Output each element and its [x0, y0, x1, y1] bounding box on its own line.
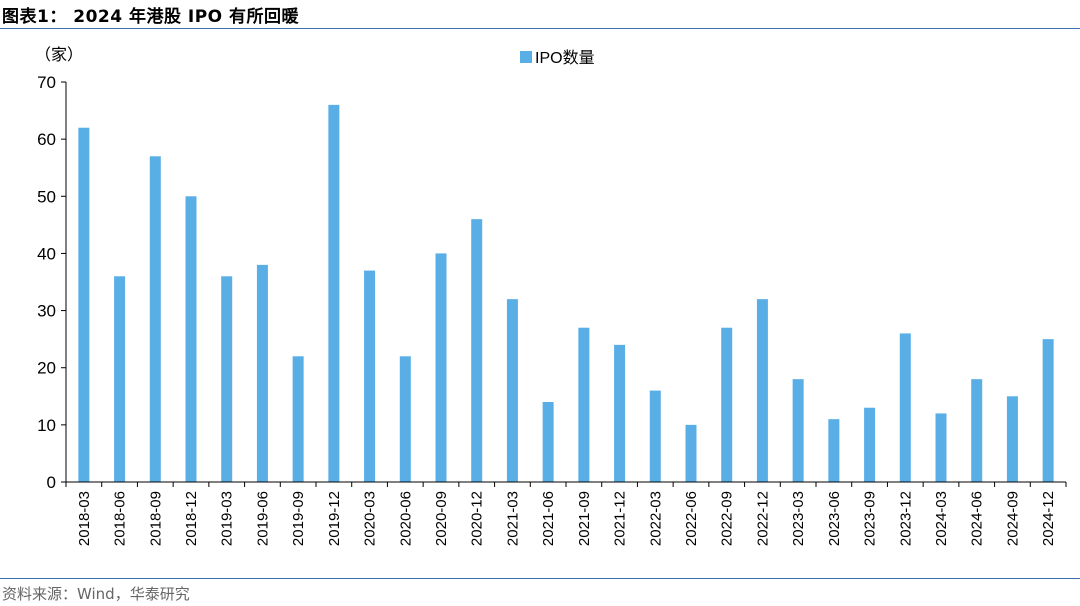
bars [78, 104, 1054, 483]
bar-2020-09 [435, 253, 447, 482]
bar-2021-12 [614, 344, 626, 482]
x-tick-label: 2018-09 [147, 491, 164, 546]
y-tick-label: 20 [37, 359, 56, 378]
figure-title: 图表1： 2024 年港股 IPO 有所回暖 [2, 7, 300, 27]
x-tick-label: 2020-06 [397, 491, 414, 546]
source-note: 资料来源：Wind，华泰研究 [2, 585, 190, 603]
legend-swatch [520, 51, 532, 63]
x-tick-label: 2024-06 [969, 491, 986, 546]
top-rule [0, 28, 1080, 29]
legend-label: IPO数量 [535, 49, 595, 67]
x-tick-label: 2018-12 [183, 491, 200, 546]
bar-2024-03 [935, 413, 947, 482]
x-tick-label: 2021-03 [504, 491, 521, 546]
x-tick-label: 2023-03 [790, 491, 807, 546]
x-tick-label: 2020-09 [433, 491, 450, 546]
bar-2019-09 [292, 356, 304, 482]
x-tick-label: 2024-03 [933, 491, 950, 546]
x-tick-label: 2019-06 [254, 491, 271, 546]
y-axis-unit-label: （家） [35, 46, 83, 64]
legend: IPO数量 [520, 49, 595, 67]
y-tick-label: 30 [37, 302, 56, 321]
bar-2020-06 [399, 356, 411, 482]
y-axis: 0 10 20 30 40 50 60 70 [37, 73, 67, 492]
bar-2023-12 [899, 333, 911, 482]
bar-2022-09 [721, 327, 733, 482]
x-tick-label: 2018-03 [76, 491, 93, 546]
bar-2020-03 [364, 270, 376, 482]
ipo-bar-chart: （家） IPO数量 0 10 20 30 40 50 60 70 2018-03 2018-06… [35, 46, 1067, 546]
x-tick-label: 2019-09 [290, 491, 307, 546]
x-tick-label: 2024-12 [1040, 491, 1057, 546]
x-tick-label: 2024-09 [1004, 491, 1021, 546]
bar-2023-06 [828, 419, 840, 482]
bar-2018-03 [78, 127, 90, 482]
bar-2024-09 [1006, 396, 1018, 482]
x-tick-label: 2019-12 [326, 491, 343, 546]
x-tick-label: 2023-12 [897, 491, 914, 546]
bar-2023-03 [792, 379, 804, 482]
x-tick-label: 2022-06 [683, 491, 700, 546]
bar-2021-09 [578, 327, 590, 482]
x-tick-label: 2018-06 [112, 491, 129, 546]
bar-2020-12 [471, 219, 483, 482]
x-tick-label: 2021-06 [540, 491, 557, 546]
bar-2018-09 [149, 156, 161, 482]
x-tick-label: 2020-12 [469, 491, 486, 546]
bar-2019-06 [256, 264, 268, 482]
x-tick-label: 2023-09 [862, 491, 879, 546]
bar-2018-06 [114, 276, 126, 482]
bar-2022-12 [756, 299, 768, 482]
bar-2023-09 [864, 407, 876, 482]
bar-2019-12 [328, 104, 340, 482]
bar-2022-06 [685, 424, 697, 482]
y-tick-label: 70 [37, 73, 56, 92]
x-axis: 2018-03 2018-06 2018-09 2018-12 2019-03 2019-… [65, 481, 1067, 546]
x-tick-label: 2019-03 [219, 491, 236, 546]
bar-2019-03 [221, 276, 233, 482]
bar-2021-03 [506, 299, 518, 482]
bar-2024-12 [1042, 339, 1054, 482]
x-tick-label: 2022-09 [719, 491, 736, 546]
y-tick-label: 10 [37, 416, 56, 435]
bar-2018-12 [185, 196, 197, 483]
x-tick-label: 2022-12 [754, 491, 771, 546]
x-tick-label: 2022-03 [647, 491, 664, 546]
x-tick-label: 2021-12 [612, 491, 629, 546]
y-tick-label: 60 [37, 130, 56, 149]
y-tick-label: 50 [37, 187, 56, 206]
bottom-rule [0, 578, 1080, 579]
y-tick-label: 0 [47, 473, 56, 492]
x-tick-label: 2023-06 [826, 491, 843, 546]
x-tick-label: 2020-03 [362, 491, 379, 546]
bar-2022-03 [649, 390, 661, 482]
bar-2021-06 [542, 402, 554, 482]
x-tick-label: 2021-09 [576, 491, 593, 546]
bar-2024-06 [971, 379, 983, 482]
y-tick-label: 40 [37, 244, 56, 263]
